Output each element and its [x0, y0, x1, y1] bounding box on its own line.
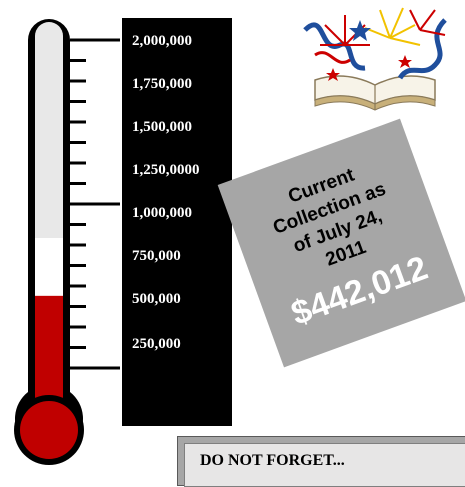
- scale-label: 500,000: [132, 291, 181, 307]
- notice-box: DO NOT FORGET...: [177, 436, 465, 487]
- scale-label: 1,500,000: [132, 119, 192, 135]
- fireworks-book-icon: [303, 7, 447, 111]
- scale-label: 750,000: [132, 248, 181, 264]
- scale-label: 250,000: [132, 336, 181, 352]
- scale-label: 1,000,000: [132, 205, 192, 221]
- notice-text: DO NOT FORGET...: [200, 452, 345, 469]
- scale-label: 1,250,0000: [132, 162, 200, 178]
- thermometer: [14, 19, 120, 465]
- scale-label: 1,750,000: [132, 76, 192, 92]
- thermometer-ticks: [70, 38, 120, 370]
- scale-label: 2,000,000: [132, 33, 192, 49]
- scale-panel: [122, 18, 232, 426]
- thermometer-bulb-fill: [20, 401, 78, 459]
- collection-card: Current Collection as of July 24, 2011 $…: [217, 118, 465, 368]
